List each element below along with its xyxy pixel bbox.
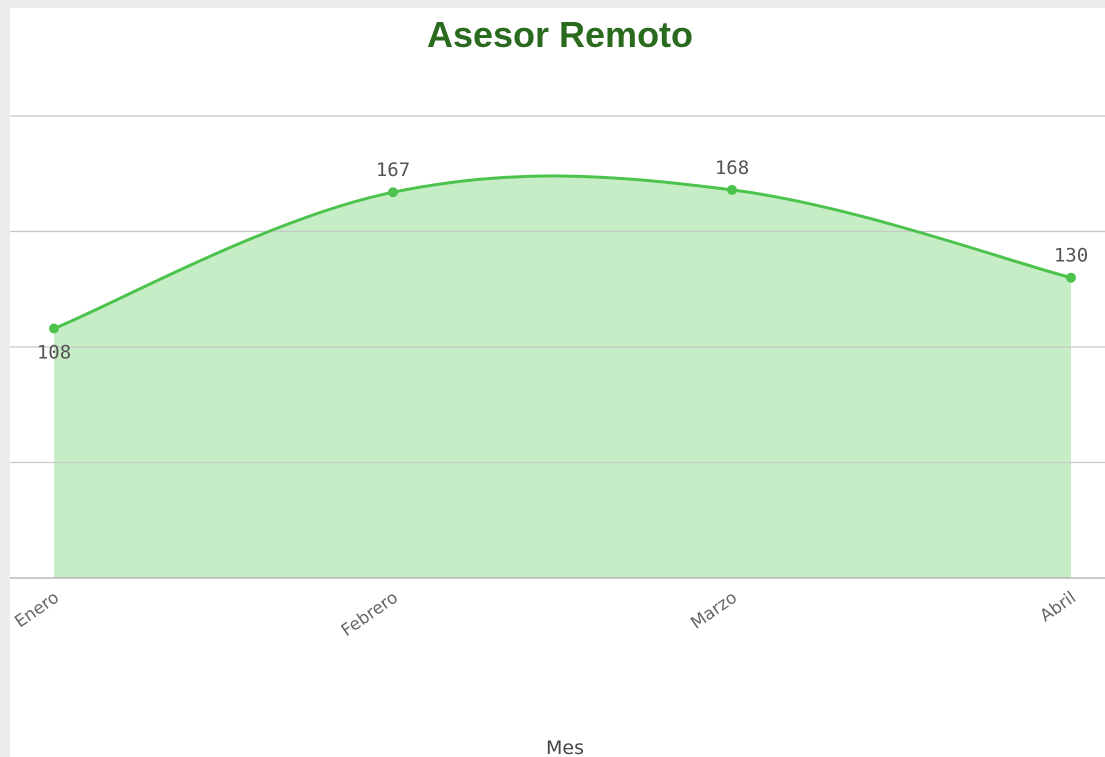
point: [49, 323, 59, 334]
line: [53, 174, 1072, 330]
value-label: 168: [715, 157, 749, 179]
value-label: 167: [376, 159, 410, 181]
point: [727, 184, 737, 195]
area-fill: [54, 175, 1071, 578]
value-label: 130: [1054, 245, 1088, 267]
chart-title: Asesor Remoto: [427, 14, 693, 55]
point: [388, 187, 398, 198]
x-axis-title: Mes: [546, 737, 584, 757]
value-label: 108: [37, 342, 71, 364]
point: [1066, 272, 1076, 283]
